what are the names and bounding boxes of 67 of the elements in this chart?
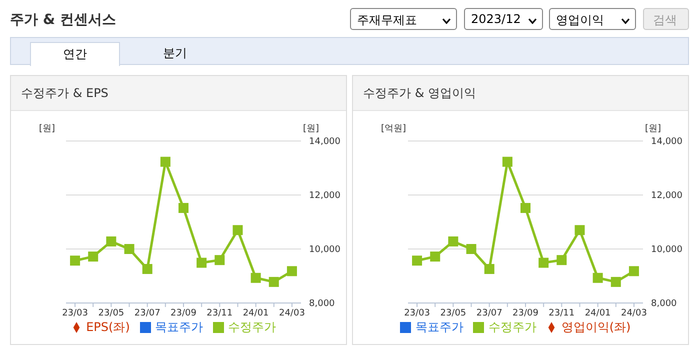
x-tick-label: 23/07	[476, 308, 502, 318]
point	[448, 236, 458, 246]
select-field: 2023/12	[464, 8, 543, 30]
text: 분기	[162, 45, 188, 62]
x-tick-label: 23/09	[170, 308, 197, 318]
legend-label: 목표주가	[415, 320, 464, 334]
point	[106, 236, 116, 246]
x-tick-label: 23/03	[62, 308, 88, 318]
y2-axis-title: [원]	[645, 123, 662, 135]
x-tick-label: 23/11	[206, 308, 233, 318]
legend-label: 수정주가	[488, 320, 536, 334]
point	[430, 252, 440, 262]
y2-tick-label: 12,000	[651, 191, 683, 202]
point	[88, 252, 98, 262]
chart-title: 수정주가 & EPS	[11, 76, 346, 111]
point	[466, 244, 476, 254]
point	[250, 272, 261, 283]
legend-label: 영업이익(좌)	[561, 320, 631, 334]
point	[160, 156, 170, 167]
x-tick-label: 23/05	[440, 308, 466, 318]
legend-label: 수정주가	[228, 320, 276, 334]
chart-title: 수정주가 & 영업이익	[353, 76, 688, 111]
search-button: 검색	[643, 8, 689, 30]
select-field: 영업이익	[549, 8, 636, 30]
x-tick-label: 23/09	[512, 308, 539, 318]
x-tick-label: 23/11	[548, 308, 575, 318]
point	[70, 256, 80, 266]
point	[196, 258, 207, 268]
legend-label: EPS(좌)	[86, 320, 130, 334]
point	[412, 256, 422, 266]
y2-tick-label: 8,000	[309, 299, 336, 310]
y2-tick-label: 10,000	[651, 245, 683, 256]
point	[142, 264, 152, 274]
x-tick-label: 24/01	[242, 308, 269, 318]
x-tick-label: 23/05	[98, 308, 124, 318]
point	[124, 244, 134, 254]
y2-tick-label: 8,000	[651, 299, 678, 310]
point	[484, 264, 494, 274]
point	[610, 276, 621, 287]
x-tick-label: 23/03	[404, 308, 430, 318]
y2-tick-label: 12,000	[309, 191, 341, 202]
y2-tick-label: 10,000	[309, 245, 341, 256]
x-tick-label: 24/03	[620, 308, 647, 318]
y-axis-title: [원]	[39, 123, 56, 135]
point	[214, 255, 225, 266]
point	[178, 202, 188, 213]
y2-axis-title: [원]	[303, 123, 320, 135]
point	[520, 202, 530, 213]
select-field: 주재무제표	[350, 8, 457, 30]
point	[628, 266, 639, 276]
x-tick-label: 23/07	[134, 308, 160, 318]
point	[592, 272, 603, 283]
y2-tick-label: 14,000	[309, 137, 341, 148]
x-tick-label: 24/01	[584, 308, 611, 318]
point	[574, 225, 585, 236]
point	[502, 156, 512, 167]
point	[556, 255, 567, 266]
y-axis-title: [억원]	[381, 123, 406, 135]
text: 주가 & 컨센서스	[10, 11, 116, 29]
x-tick-label: 24/03	[278, 308, 305, 318]
text: 연간	[30, 42, 120, 66]
point	[538, 258, 549, 268]
point	[232, 225, 243, 236]
point	[268, 276, 279, 287]
y2-tick-label: 14,000	[651, 137, 683, 148]
legend-label: 목표주가	[154, 320, 203, 334]
point	[286, 266, 297, 276]
